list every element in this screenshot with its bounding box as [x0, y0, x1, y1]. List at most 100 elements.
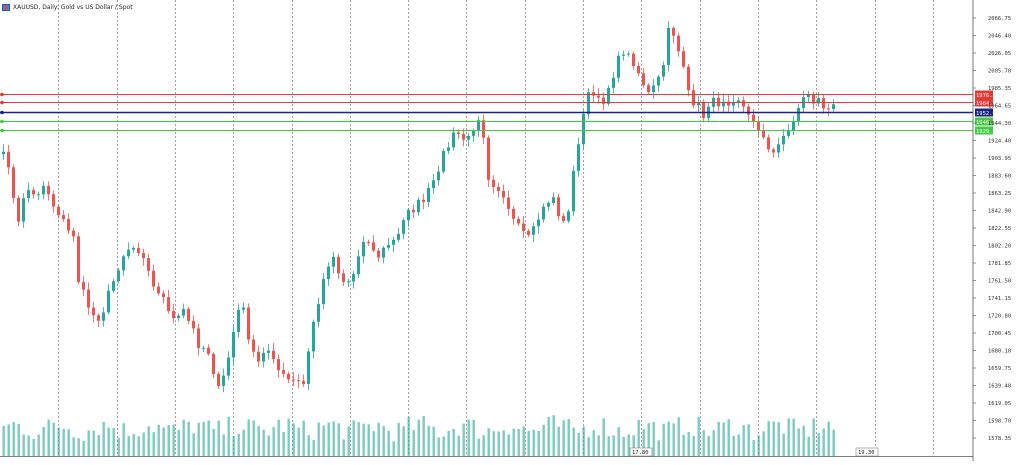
bull-candle: [472, 130, 475, 136]
volume-bar: [577, 432, 580, 456]
volume-bar: [92, 430, 95, 456]
volume-bar: [137, 436, 140, 456]
bull-candle: [817, 98, 820, 104]
bear-candle: [752, 114, 755, 122]
price-level-lines[interactable]: 1976.30 1964.30 1952.68 1940.35 1929.90: [0, 90, 999, 136]
volume-bar: [317, 422, 320, 456]
level-price-label: 1976.30: [976, 93, 999, 99]
volume-bar: [417, 419, 420, 456]
bull-candle: [697, 102, 700, 106]
volume-bar: [477, 438, 480, 456]
bear-candle: [637, 66, 640, 74]
bear-candle: [207, 347, 210, 354]
bull-candle: [732, 102, 735, 106]
volume-bar: [622, 436, 625, 456]
level-price-tag: [975, 126, 993, 135]
bull-candle: [777, 144, 780, 153]
volume-bar: [742, 425, 745, 456]
volume-bar: [682, 434, 685, 456]
volume-bar: [107, 427, 110, 456]
volume-bar: [32, 439, 35, 456]
volume-bar: [787, 418, 790, 456]
bull-candle: [657, 76, 660, 86]
volume-bar: [267, 435, 270, 456]
bull-candle: [722, 101, 725, 107]
price-tick-label: 1720.80: [988, 314, 1011, 320]
volume-bar: [717, 421, 720, 456]
volume-bar: [292, 423, 295, 456]
bear-candle: [557, 197, 560, 217]
bull-candle: [662, 65, 665, 77]
volume-bar: [122, 423, 125, 456]
bull-candle: [227, 357, 230, 376]
bear-candle: [632, 53, 635, 67]
volume-bar: [552, 415, 555, 456]
bear-candle: [482, 120, 485, 138]
bull-candle: [332, 256, 335, 267]
bear-candle: [157, 286, 160, 294]
volume-bar: [62, 428, 65, 456]
bull-candle: [442, 150, 445, 172]
volume-bar: [382, 425, 385, 456]
volume-bar: [452, 428, 455, 456]
bull-candle: [572, 170, 575, 212]
bear-candle: [762, 130, 765, 138]
volume-bar: [77, 438, 80, 456]
volume-bar: [602, 418, 605, 456]
volume-bar: [177, 429, 180, 456]
volume-bar: [312, 440, 315, 456]
volume-bar: [157, 424, 160, 456]
volume-bar: [542, 424, 545, 456]
price-tick-label: 1598.70: [988, 419, 1011, 425]
volume-bar: [232, 436, 235, 456]
bull-candle: [582, 113, 585, 145]
price-tick-label: 1741.15: [988, 296, 1011, 302]
volume-bar: [732, 435, 735, 456]
bear-candle: [277, 359, 280, 371]
volume-value-box: [855, 447, 879, 457]
bear-candle: [642, 73, 645, 86]
level-price-tag: [975, 117, 993, 126]
volume-bar: [642, 429, 645, 456]
bull-candle: [447, 147, 450, 151]
bear-candle: [742, 100, 745, 107]
price-tick-label: 1659.75: [988, 366, 1011, 372]
bull-candle: [352, 274, 355, 282]
bull-candle: [807, 94, 810, 98]
level-price-tag: [975, 90, 993, 99]
volume-bar: [762, 431, 765, 456]
volume-bar: [802, 425, 805, 456]
bull-candle: [132, 248, 135, 250]
bear-candle: [337, 256, 340, 274]
bull-candle: [347, 281, 350, 283]
volume-bar: [492, 431, 495, 456]
volume-bar: [192, 433, 195, 456]
bear-candle: [67, 219, 70, 231]
bull-candle: [232, 331, 235, 358]
volume-bar: [777, 422, 780, 456]
volume-bar: [827, 421, 830, 456]
bull-candle: [577, 144, 580, 171]
bear-candle: [292, 379, 295, 381]
volume-bar: [757, 435, 760, 456]
level-price-tag: [975, 98, 993, 107]
price-tick-label: 1680.10: [988, 349, 1011, 355]
volume-bar: [142, 432, 145, 456]
price-tick-label: 1781.85: [988, 261, 1011, 267]
volume-bar: [17, 423, 20, 456]
bear-candle: [17, 197, 20, 222]
bear-candle: [87, 289, 90, 308]
volume-bar: [132, 434, 135, 456]
volume-bar: [117, 437, 120, 456]
bear-candle: [412, 209, 415, 213]
volume-bar: [652, 422, 655, 456]
bear-candle: [767, 137, 770, 150]
volume-bar: [427, 425, 430, 456]
bear-candle: [682, 51, 685, 67]
volume-bar: [327, 422, 330, 456]
grid-lines: [58, 0, 934, 456]
bear-candle: [757, 121, 760, 131]
volume-bar: [402, 426, 405, 456]
